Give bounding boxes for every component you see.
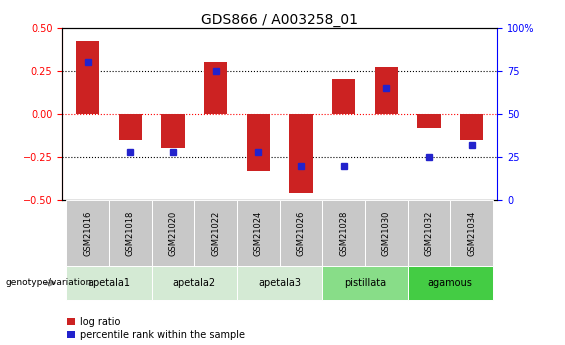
Bar [450,200,493,266]
Text: GSM21020: GSM21020 [168,210,177,256]
Text: apetala2: apetala2 [173,278,216,288]
Bar [194,200,237,266]
Bar [417,114,441,128]
Bar [460,114,483,140]
Bar [246,114,270,171]
Bar [204,62,228,114]
Text: GSM21026: GSM21026 [297,210,306,256]
Legend: log ratio, percentile rank within the sample: log ratio, percentile rank within the sa… [67,317,245,340]
Bar [76,41,99,114]
Bar [407,200,450,266]
Text: GSM21016: GSM21016 [83,210,92,256]
Bar [332,79,355,114]
Bar [365,200,407,266]
Bar [322,200,365,266]
Text: apetala1: apetala1 [88,278,131,288]
Bar [322,266,407,300]
Bar [280,200,322,266]
Text: GSM21034: GSM21034 [467,210,476,256]
Text: genotype/variation: genotype/variation [6,278,92,287]
Bar [237,266,322,300]
Text: pistillata: pistillata [344,278,386,288]
Title: GDS866 / A003258_01: GDS866 / A003258_01 [201,12,358,27]
Text: GSM21030: GSM21030 [382,210,391,256]
Bar [119,114,142,140]
Text: apetala3: apetala3 [258,278,301,288]
Bar [407,266,493,300]
Bar [67,266,152,300]
Text: GSM21022: GSM21022 [211,210,220,256]
Bar [109,200,152,266]
Text: GSM21024: GSM21024 [254,210,263,256]
Bar [67,200,109,266]
Bar [237,200,280,266]
Bar [289,114,313,193]
Text: agamous: agamous [428,278,473,288]
Text: GSM21032: GSM21032 [424,210,433,256]
Text: GSM21018: GSM21018 [126,210,135,256]
Text: GSM21028: GSM21028 [339,210,348,256]
Bar [162,114,185,148]
Bar [375,67,398,114]
Bar [152,200,194,266]
Bar [152,266,237,300]
